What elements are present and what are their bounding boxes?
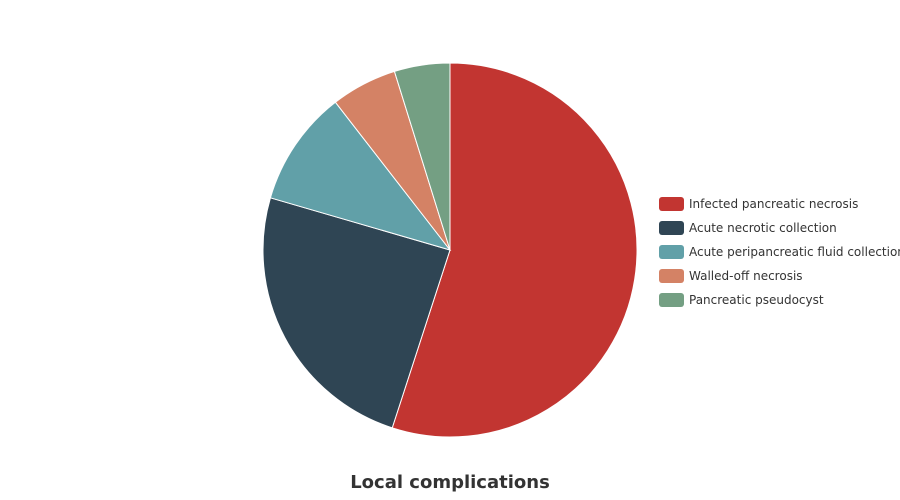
legend-item-acute-necrotic-collection[interactable]: Acute necrotic collection <box>659 216 900 240</box>
legend: Infected pancreatic necrosis Acute necro… <box>659 192 900 312</box>
pie-slice-acute-necrotic-collection[interactable] <box>262 197 451 429</box>
legend-label: Infected pancreatic necrosis <box>689 197 859 211</box>
legend-label: Acute peripancreatic fluid collection <box>689 245 900 259</box>
legend-item-infected-pancreatic-necrosis[interactable]: Infected pancreatic necrosis <box>659 192 900 216</box>
legend-swatch <box>659 269 684 283</box>
legend-item-acute-peripancreatic-fluid-collection[interactable]: Acute peripancreatic fluid collection <box>659 240 900 264</box>
legend-item-pancreatic-pseudocyst[interactable]: Pancreatic pseudocyst <box>659 288 900 312</box>
legend-item-walled-off-necrosis[interactable]: Walled-off necrosis <box>659 264 900 288</box>
legend-swatch <box>659 293 684 307</box>
legend-swatch <box>659 221 684 235</box>
pie-slice-pancreatic-pseudocyst[interactable] <box>393 62 451 251</box>
legend-label: Pancreatic pseudocyst <box>689 293 824 307</box>
pie-slice-infected-pancreatic-necrosis[interactable] <box>391 62 638 438</box>
legend-swatch <box>659 245 684 259</box>
legend-swatch <box>659 197 684 211</box>
legend-label: Acute necrotic collection <box>689 221 837 235</box>
pie-slice-acute-peripancreatic-fluid-collection[interactable] <box>269 101 452 251</box>
chart-title: Local complications <box>350 472 550 493</box>
legend-label: Walled-off necrosis <box>689 269 803 283</box>
